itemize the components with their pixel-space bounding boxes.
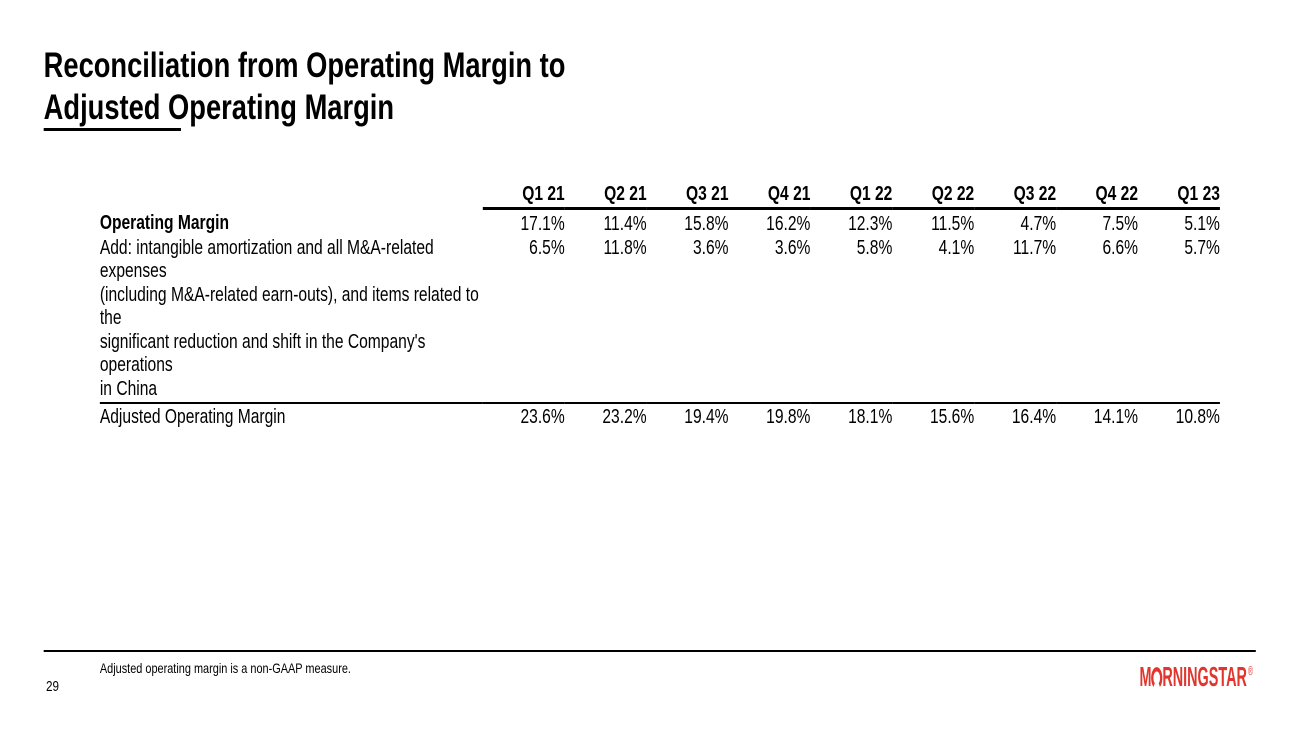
table-cell: 5.8% (856, 236, 893, 259)
table-cell: 3.6% (692, 236, 729, 259)
table-cell: 7.5% (1102, 213, 1139, 235)
morningstar-open-ring-icon (1151, 665, 1163, 693)
morningstar-logo: M RNINGSTAR® (1139, 657, 1252, 693)
table-cell: 15.8% (684, 213, 729, 235)
logo-text-rningstar: RNINGSTAR (1162, 661, 1247, 692)
row-label: Add: intangible amortization and all M&A… (100, 237, 483, 404)
table-cell: 11.5% (931, 213, 975, 235)
row-label: Adjusted Operating Margin (99, 402, 483, 430)
table-cell: 12.3% (848, 213, 893, 235)
footer-divider (43, 650, 1256, 652)
table-header-row: Q1 21 Q2 21 Q3 21 Q4 21 Q1 22 Q2 22 Q3 2… (100, 184, 1220, 210)
table-cell: 11.7% (1013, 236, 1057, 259)
page-title-line-2: Adjusted Operating Margin (43, 88, 395, 128)
table-cell: 23.2% (564, 402, 647, 430)
table-cell: 16.4% (974, 402, 1057, 430)
column-header: Q4 22 (1056, 184, 1139, 210)
row-label-line: significant reduction and shift in the C… (99, 330, 426, 377)
table-cell: 6.5% (529, 236, 565, 259)
reconciliation-table: Q1 21 Q2 21 Q3 21 Q4 21 Q1 22 Q2 22 Q3 2… (99, 184, 1220, 430)
page-title-line-1: Reconciliation from Operating Margin to (43, 46, 566, 86)
column-header: Q3 22 (974, 184, 1057, 210)
title-underline (43, 128, 181, 131)
table-cell: 3.6% (774, 236, 811, 259)
column-header: Q1 22 (810, 184, 893, 210)
table-cell: 11.4% (603, 213, 647, 235)
page-title: Reconciliation from Operating Margin to … (44, 45, 566, 129)
column-header: Q4 21 (728, 184, 811, 210)
registered-trademark-icon: ® (1247, 663, 1253, 678)
table-row-operating-margin: Operating Margin 17.1% 11.4% 15.8% 16.2%… (100, 209, 1220, 237)
table-cell: 6.6% (1102, 236, 1139, 259)
table-cell: 19.8% (728, 402, 811, 430)
column-header: Q2 22 (892, 184, 975, 210)
table-cell: 18.1% (810, 402, 893, 430)
footnote: Adjusted operating margin is a non-GAAP … (99, 660, 351, 676)
row-label-line: in China (99, 377, 158, 400)
row-label: Operating Margin (99, 211, 229, 234)
row-label-line: Add: intangible amortization and all M&A… (99, 236, 434, 283)
column-header: Q3 21 (646, 184, 729, 210)
table-row-add-back: Add: intangible amortization and all M&A… (100, 237, 1220, 404)
table-cell: 14.1% (1056, 402, 1139, 430)
table-cell: 5.7% (1184, 236, 1220, 259)
row-label-line: (including M&A-related earn-outs), and i… (99, 283, 479, 330)
table-cell: 5.1% (1184, 213, 1220, 235)
table-cell: 17.1% (520, 213, 565, 235)
page-number: 29 (46, 678, 60, 695)
table-cell: 4.7% (1020, 213, 1057, 235)
table-row-adjusted-operating-margin: Adjusted Operating Margin 23.6% 23.2% 19… (99, 402, 1220, 430)
column-header: Q1 23 (1138, 184, 1220, 210)
table-cell: 4.1% (938, 236, 975, 259)
header-empty-cell (100, 184, 483, 209)
table-cell: 19.4% (646, 402, 729, 430)
logo-text-m: M (1139, 661, 1152, 692)
table-cell: 10.8% (1138, 402, 1220, 430)
column-header: Q1 21 (482, 184, 565, 210)
column-header: Q2 21 (564, 184, 647, 210)
table-cell: 23.6% (482, 402, 565, 430)
table-cell: 15.6% (892, 402, 975, 430)
table-cell: 11.8% (603, 236, 647, 259)
table-cell: 16.2% (766, 213, 811, 235)
